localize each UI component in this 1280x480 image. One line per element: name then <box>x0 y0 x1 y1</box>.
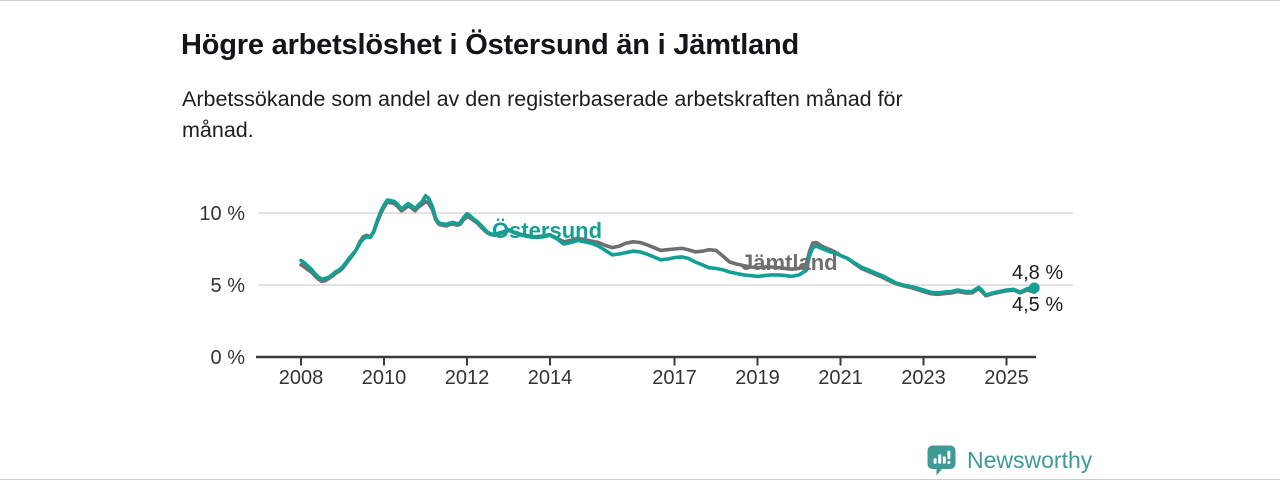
x-axis-tick-label: 2023 <box>901 367 946 389</box>
x-axis-tick-label: 2019 <box>735 367 780 389</box>
x-axis-tick-label: 2025 <box>984 367 1029 389</box>
series-label-ostersund: Östersund <box>492 218 602 243</box>
series-line-ostersund <box>299 193 1037 297</box>
bar-chart-speech-bubble-icon <box>927 445 956 476</box>
x-axis-tick-label: 2010 <box>362 367 407 389</box>
x-axis-tick-label: 2008 <box>279 367 324 389</box>
x-axis-tick-label: 2012 <box>445 367 490 389</box>
page-subtitle-line2: månad. <box>182 118 254 142</box>
page-subtitle: Arbetssökande som andel av den registerb… <box>182 84 1042 146</box>
y-axis-tick-label: 10 % <box>199 203 245 225</box>
x-axis-tick-label: 2014 <box>528 367 573 389</box>
series-line-jamtland <box>299 199 1037 298</box>
footer-brand: Newsworthy <box>926 444 1092 477</box>
page-title: Högre arbetslöshet i Östersund än i Jämt… <box>181 29 800 62</box>
x-axis-tick-label: 2021 <box>818 367 863 389</box>
series-label-jamtland: Jämtland <box>741 250 838 275</box>
y-axis-tick-label: 0 % <box>211 347 246 369</box>
y-axis-tick-label: 5 % <box>211 275 246 297</box>
brand-name: Newsworthy <box>967 447 1093 473</box>
series-end-dot <box>1028 282 1040 294</box>
end-value-label-jamtland: 4,5 % <box>1012 294 1063 316</box>
end-value-label-ostersund: 4,8 % <box>1012 262 1063 284</box>
top-border <box>0 0 1280 1</box>
x-axis-tick-label: 2017 <box>652 367 697 389</box>
page-subtitle-line1: Arbetssökande som andel av den registerb… <box>182 87 903 111</box>
